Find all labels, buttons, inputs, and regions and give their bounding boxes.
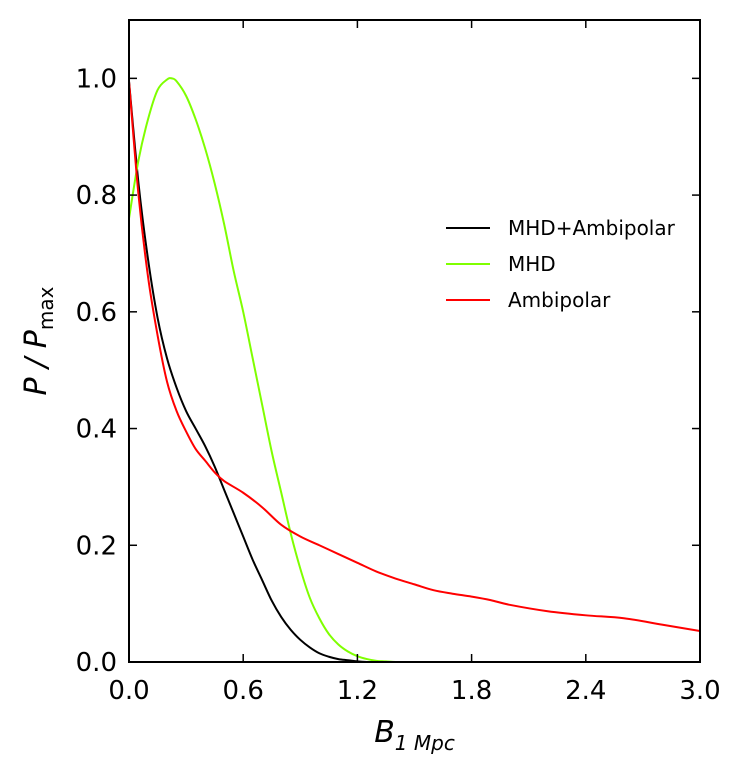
y-axis-label: P / Pmax [19,286,58,395]
x-tick-label: 0.6 [223,676,264,706]
x-tick-label: 1.8 [451,676,492,706]
x-tick-label: 2.4 [565,676,606,706]
x-axis-label-main: B [374,715,395,750]
y-tick-label: 0.0 [76,648,117,678]
y-axis-label-subscript: max [34,286,58,330]
series-line-mhd-ambipolar [129,81,386,662]
x-tick-label: 3.0 [679,676,720,706]
y-tick-label: 1.0 [76,64,117,94]
y-tick-labels: 0.0 0.2 0.4 0.6 0.8 1.0 [76,64,117,678]
legend-label: MHD+Ambipolar [508,216,676,240]
legend: MHD+Ambipolar MHD Ambipolar [446,216,676,312]
legend-label: Ambipolar [508,288,611,312]
y-tick-label: 0.2 [76,531,117,561]
legend-label: MHD [508,252,556,276]
plot-frame [128,19,701,663]
x-axis-label-subscript: 1 Mpc [395,731,455,755]
y-axis-label-main: P / P [19,329,54,395]
x-tick-label: 0.0 [108,676,149,706]
x-tick-labels: 0.0 0.6 1.2 1.8 2.4 3.0 [108,676,720,706]
ticks-layer [128,20,701,663]
x-axis-label: B1 Mpc [374,715,455,755]
series-line-ambipolar [129,81,700,633]
y-tick-label: 0.8 [76,181,117,211]
y-tick-label: 0.6 [76,298,117,328]
y-tick-label: 0.4 [76,415,117,445]
series-layer [129,77,700,662]
x-tick-label: 1.2 [337,676,378,706]
